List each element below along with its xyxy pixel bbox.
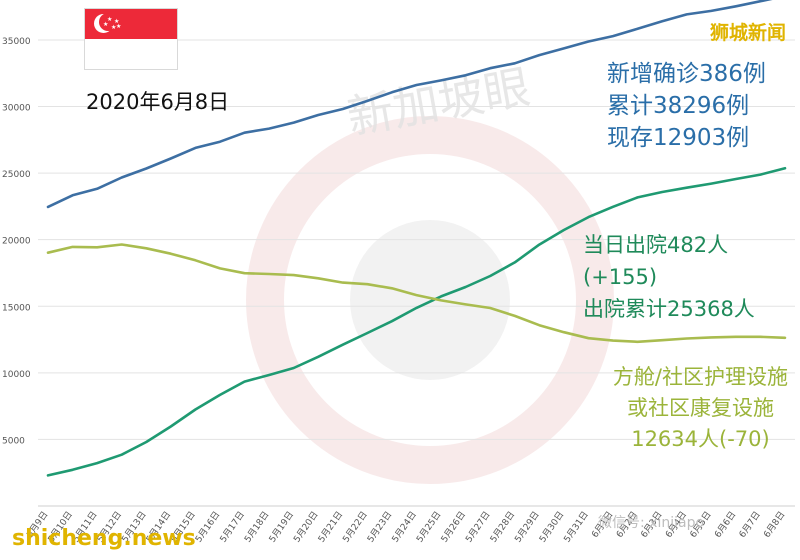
community-facility-line1: 方舱/社区护理设施 bbox=[612, 365, 788, 389]
singapore-flag-icon: ★ ★ ★ ★ ★ bbox=[84, 8, 178, 70]
x-tick-label: 6月6日 bbox=[712, 509, 738, 539]
brand-logo-top: 狮城新闻 bbox=[709, 22, 786, 44]
brand-url: shicheng.news bbox=[12, 526, 196, 551]
community-facility-count: 12634人(-70) bbox=[631, 427, 770, 451]
y-axis-ticks: 5000 10000 15000 20000 25000 30000 35000 bbox=[2, 37, 31, 446]
community-facility-annotation: 方舱/社区护理设施 或社区康复设施 12634人(-70) bbox=[613, 362, 788, 455]
date-label: 2020年6月8日 bbox=[86, 90, 230, 114]
series-line-cumulative bbox=[46, 0, 773, 209]
series-line-discharged bbox=[46, 166, 787, 477]
wechat-watermark: 微信号: xinjiapo bbox=[598, 515, 705, 531]
chart-grid bbox=[38, 39, 795, 507]
discharged-change-text: (+155) bbox=[583, 265, 658, 289]
x-tick-label: 6月7日 bbox=[737, 509, 763, 539]
y-tick-label: 35000 bbox=[2, 37, 31, 47]
new-cases-text: 新增确诊386例 bbox=[607, 61, 766, 87]
community-facility-line2: 或社区康复设施 bbox=[626, 396, 774, 420]
y-tick-label: 5000 bbox=[2, 436, 25, 446]
y-tick-label: 25000 bbox=[2, 170, 31, 180]
y-tick-label: 30000 bbox=[2, 104, 31, 114]
cases-annotation: 新增确诊386例 累计38296例 现存12903例 bbox=[607, 58, 766, 154]
series-line-community bbox=[46, 243, 787, 344]
y-tick-label: 10000 bbox=[2, 370, 31, 380]
active-cases-text: 现存12903例 bbox=[607, 125, 750, 151]
x-tick-label: 6月8日 bbox=[762, 509, 788, 539]
daily-discharged-text: 当日出院482人 bbox=[583, 233, 729, 257]
x-tick-label: 5月31日 bbox=[562, 509, 591, 544]
total-discharged-text: 出院累计25368人 bbox=[583, 297, 755, 321]
chart-series bbox=[46, 0, 787, 477]
y-tick-label: 15000 bbox=[2, 303, 31, 313]
y-tick-label: 20000 bbox=[2, 237, 31, 247]
total-cases-text: 累计38296例 bbox=[607, 93, 750, 119]
discharged-annotation: 当日出院482人 (+155) 出院累计25368人 bbox=[583, 229, 755, 325]
